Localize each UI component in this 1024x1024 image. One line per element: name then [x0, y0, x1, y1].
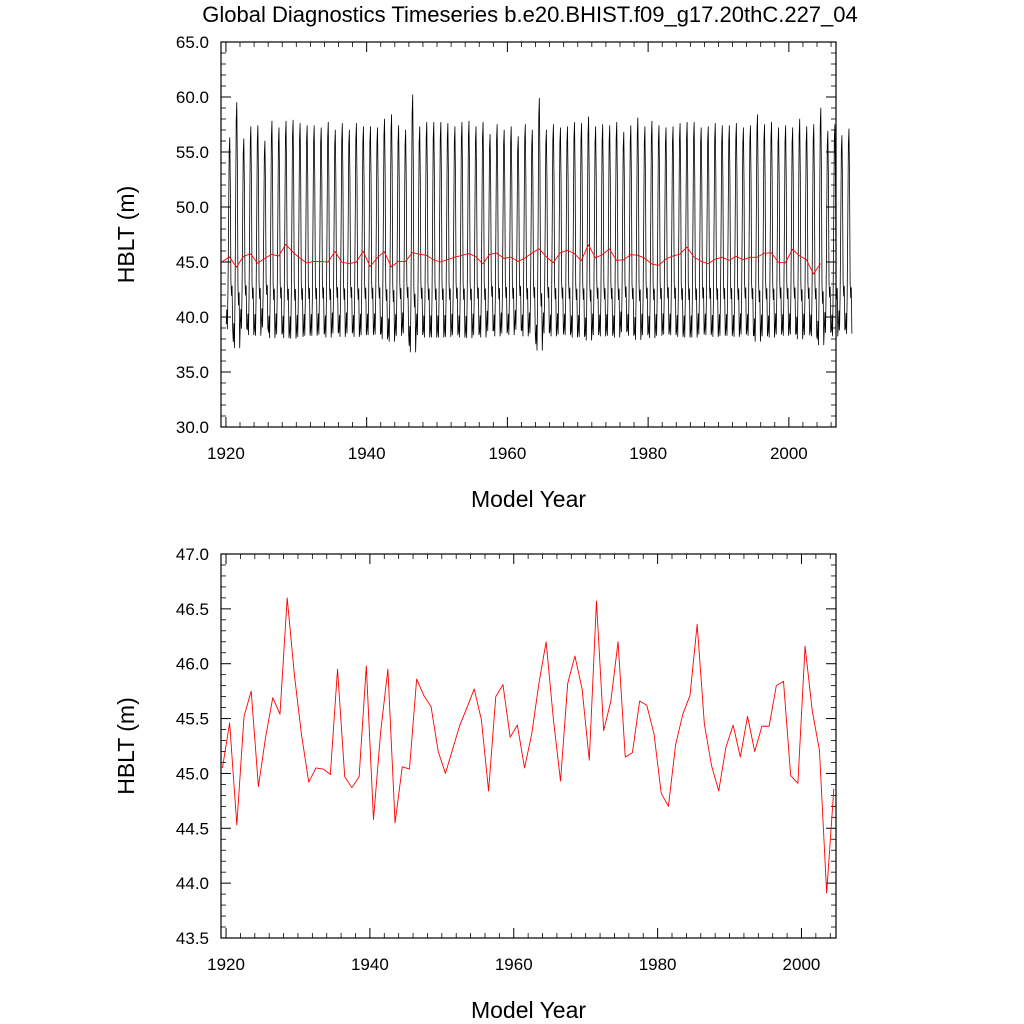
x-axis-title: Model Year	[471, 486, 586, 512]
y-tick-label: 60.0	[176, 88, 209, 107]
x-tick-label: 2000	[783, 955, 821, 974]
x-tick-label: 1980	[629, 444, 667, 463]
plot-frame	[220, 553, 837, 939]
y-tick-label: 55.0	[176, 143, 209, 162]
y-tick-label: 46.5	[176, 600, 209, 619]
chart-title: Global Diagnostics Timeseries b.e20.BHIS…	[202, 2, 858, 27]
y-tick-label: 44.5	[176, 819, 209, 838]
top-panel: 1920 1940 1960 1980 2000 30.0 35.0 40.0 45.0 50.0…	[113, 33, 853, 512]
x-tick-label: 1960	[488, 444, 526, 463]
x-tick-label: 1920	[207, 444, 245, 463]
x-tick-label: 1960	[495, 955, 533, 974]
x-tick-label: 1920	[207, 955, 245, 974]
y-tick-label: 40.0	[176, 308, 209, 327]
y-tick-label: 43.5	[176, 929, 209, 948]
y-axis-title: HBLT (m)	[113, 697, 139, 795]
series-line-1	[222, 243, 821, 275]
y-tick-label: 65.0	[176, 33, 209, 52]
y-tick-label: 50.0	[176, 198, 209, 217]
y-tick-label: 45.0	[176, 253, 209, 272]
x-axis-title: Model Year	[471, 997, 586, 1023]
y-tick-label: 44.0	[176, 874, 209, 893]
x-tick-label: 1940	[351, 955, 389, 974]
x-tick-label: 1980	[639, 955, 677, 974]
y-axis-title: HBLT (m)	[113, 186, 139, 284]
y-tick-label: 46.0	[176, 655, 209, 674]
series-line-0	[221, 597, 835, 894]
bottom-panel: 1920 1940 1960 1980 2000 43.5 44.0 44.5 45.0 45.5…	[113, 545, 837, 1023]
series-line-0	[225, 94, 853, 353]
y-tick-label: 35.0	[176, 363, 209, 382]
y-tick-label: 47.0	[176, 545, 209, 564]
x-tick-label: 1940	[348, 444, 386, 463]
y-tick-label: 45.5	[176, 710, 209, 729]
y-tick-label: 45.0	[176, 764, 209, 783]
x-tick-label: 2000	[770, 444, 808, 463]
y-tick-label: 30.0	[176, 418, 209, 437]
